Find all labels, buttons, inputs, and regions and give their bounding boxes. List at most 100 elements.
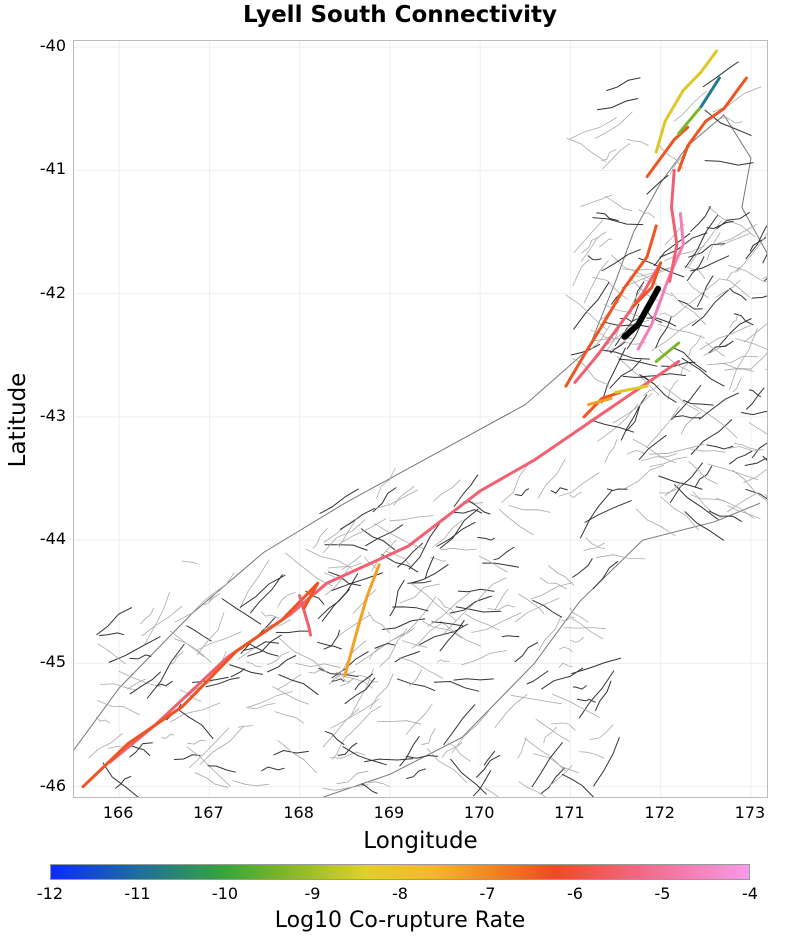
background-fault (405, 754, 438, 759)
background-fault (762, 455, 767, 462)
background-fault (734, 442, 760, 451)
background-fault (732, 469, 767, 502)
background-fault (690, 448, 726, 453)
background-fault (514, 597, 560, 623)
fault-section[interactable] (587, 396, 613, 407)
background-fault (571, 357, 610, 386)
background-fault (741, 410, 767, 416)
background-fault (324, 572, 345, 580)
background-fault (658, 475, 703, 490)
background-fault (477, 536, 495, 541)
background-fault (322, 708, 359, 748)
background-fault (566, 138, 607, 163)
background-fault (581, 236, 600, 254)
background-fault (118, 670, 162, 688)
background-fault (174, 638, 204, 658)
background-fault (96, 700, 140, 716)
background-fault (550, 487, 568, 494)
background-fault (750, 352, 767, 370)
background-fault (379, 628, 408, 667)
colorbar-tick-label: -4 (742, 884, 758, 903)
fault-section[interactable] (654, 341, 681, 363)
background-fault (596, 554, 646, 560)
fault-section[interactable] (582, 390, 622, 419)
background-fault (373, 522, 424, 549)
background-fault (207, 765, 236, 773)
background-fault (524, 737, 566, 772)
background-fault (426, 747, 468, 783)
background-fault (273, 749, 309, 756)
background-fault (764, 493, 767, 498)
x-axis-label: Longitude (363, 828, 478, 854)
background-fault (389, 515, 434, 522)
background-fault (196, 612, 225, 656)
background-fault (174, 587, 221, 623)
background-fault (115, 775, 132, 789)
background-fault (626, 139, 649, 147)
fault-section[interactable] (108, 360, 681, 764)
background-fault (187, 739, 206, 745)
y-tick-label: -46 (39, 775, 66, 795)
fault-section[interactable] (677, 76, 748, 172)
y-tick-label: -40 (39, 36, 66, 56)
background-fault (606, 488, 628, 492)
fault-section[interactable] (668, 168, 679, 283)
background-fault (703, 342, 731, 356)
background-fault (609, 359, 642, 389)
background-fault (569, 491, 582, 499)
background-fault (99, 632, 125, 637)
background-fault (399, 583, 441, 604)
background-fault (323, 517, 358, 543)
background-fault (569, 636, 584, 643)
background-fault (704, 160, 754, 166)
background-fault (493, 546, 515, 561)
fault-section[interactable] (81, 581, 320, 789)
background-fault (347, 705, 382, 736)
background-fault (538, 615, 562, 651)
background-fault (323, 629, 341, 650)
fault-section[interactable] (302, 581, 320, 610)
fault-section[interactable] (677, 104, 703, 135)
background-fault (331, 650, 369, 679)
background-fault (646, 317, 677, 327)
background-fault (407, 580, 432, 584)
background-fault (592, 560, 619, 590)
background-fault (763, 278, 767, 282)
fault-section[interactable] (645, 125, 690, 179)
background-fault (547, 565, 575, 586)
background-fault (433, 680, 480, 692)
background-fault (587, 255, 602, 261)
map-plot-area[interactable] (73, 40, 768, 798)
x-tick-label: 169 (373, 803, 405, 822)
background-fault (573, 685, 588, 690)
fault-section[interactable] (654, 49, 719, 154)
fault-section[interactable] (614, 384, 649, 394)
background-fault (439, 620, 481, 647)
background-fault (670, 384, 702, 421)
fault-section[interactable] (564, 224, 658, 388)
fault-section[interactable] (343, 563, 381, 678)
background-fault (308, 669, 326, 674)
fault-section[interactable] (699, 76, 721, 108)
background-fault (645, 406, 680, 449)
background-fault (641, 453, 678, 462)
background-fault (194, 772, 229, 788)
background-fault (275, 630, 310, 634)
background-fault (331, 735, 349, 760)
fault-section[interactable] (573, 261, 663, 384)
background-fault (374, 642, 396, 649)
background-fault (580, 231, 607, 262)
fault-section[interactable] (298, 594, 312, 637)
background-fault (432, 479, 461, 502)
fault-section[interactable] (636, 212, 685, 351)
fault-section[interactable] (621, 285, 661, 340)
background-fault (277, 592, 296, 608)
fault-section[interactable] (632, 261, 663, 308)
background-fault (598, 238, 613, 248)
background-fault (508, 505, 551, 513)
background-fault (601, 248, 641, 272)
x-tick-label: 172 (644, 803, 675, 822)
background-fault (745, 488, 767, 500)
background-fault (169, 630, 212, 663)
y-tick-label: -43 (39, 405, 66, 425)
